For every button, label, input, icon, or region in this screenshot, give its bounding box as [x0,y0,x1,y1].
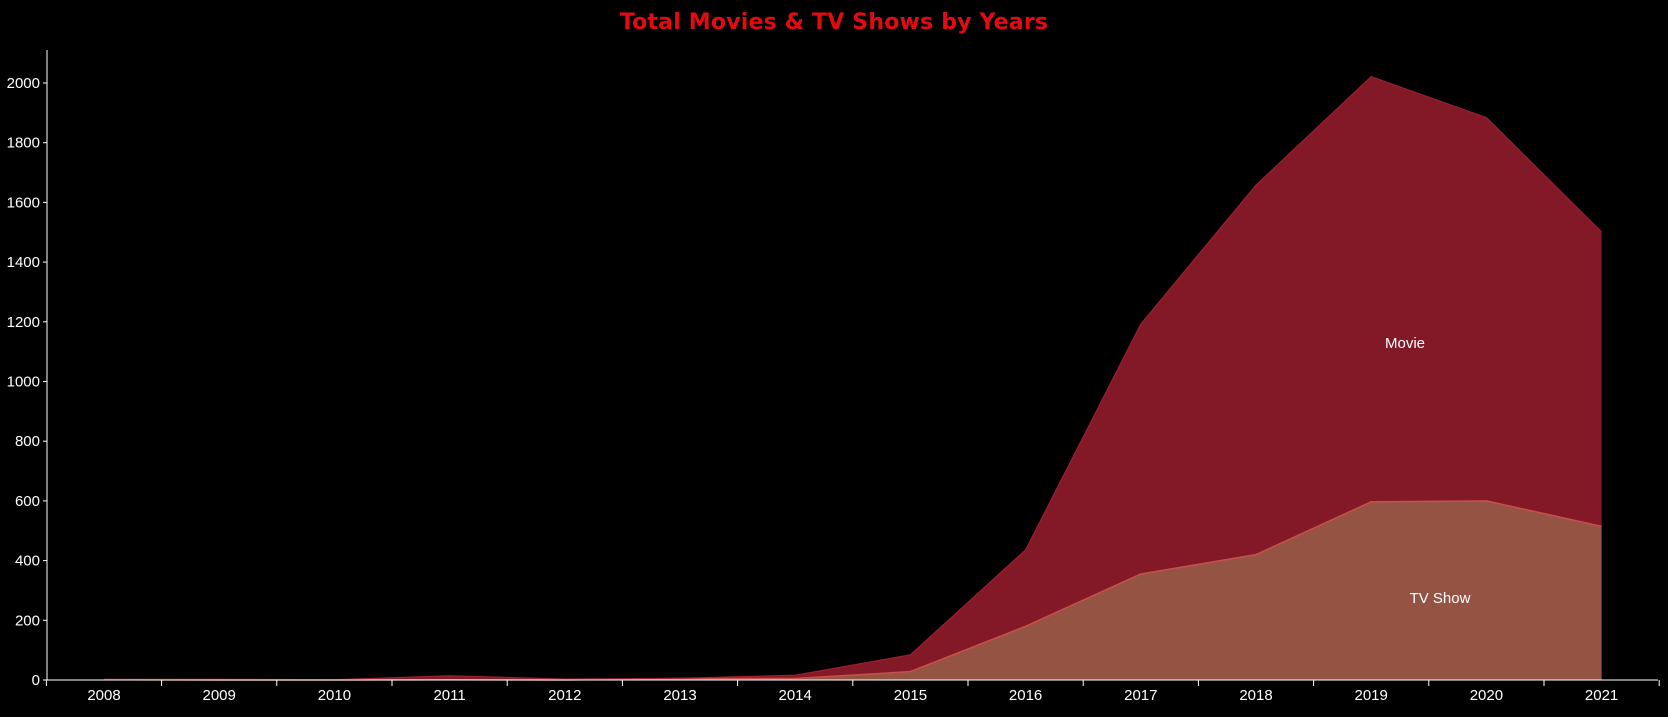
x-tick-label: 2020 [1470,687,1503,704]
y-tick-label: 800 [15,433,40,450]
x-tick-label: 2008 [87,687,120,704]
x-tick-label: 2016 [1009,687,1042,704]
x-tick-label: 2014 [779,687,812,704]
y-tick-label: 2000 [7,75,40,92]
x-tick-label: 2019 [1355,687,1388,704]
y-tick-label: 1400 [7,254,40,271]
chart-title: Total Movies & TV Shows by Years [619,10,1049,35]
movie-area [104,76,1602,680]
y-tick-label: 600 [15,493,40,510]
x-tick-label: 2015 [894,687,927,704]
series-label-tvshow: TV Show [1410,590,1471,607]
x-tick-label: 2021 [1585,687,1618,704]
y-tick-label: 1200 [7,314,40,331]
y-tick-label: 400 [15,553,40,570]
x-tick-label: 2017 [1124,687,1157,704]
series-label-movie: Movie [1385,335,1425,352]
x-tick-label: 2010 [318,687,351,704]
y-tick-label: 0 [32,672,40,689]
y-tick-label: 1000 [7,374,40,391]
y-tick-label: 1600 [7,194,40,211]
x-tick-label: 2018 [1239,687,1272,704]
x-tick-label: 2009 [203,687,236,704]
y-tick-label: 200 [15,612,40,629]
y-tick-label: 1800 [7,135,40,152]
tvshow-area [104,500,1602,680]
x-tick-label: 2011 [433,687,465,704]
x-tick-label: 2012 [548,687,581,704]
x-tick-label: 2013 [663,687,696,704]
movie-line [104,76,1603,681]
